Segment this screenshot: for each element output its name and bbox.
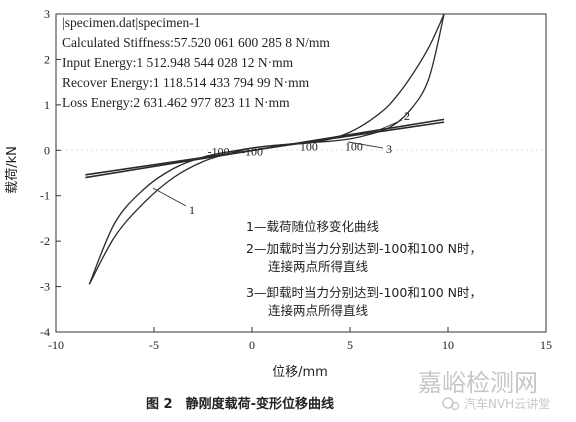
y-axis-label: 载荷/kN <box>5 146 20 194</box>
watermark: 嘉峪检测网 汽车NVH云讲堂 <box>418 369 550 411</box>
x-axis-label: 位移/mm <box>272 365 328 380</box>
y-tick-label: -2 <box>40 234 50 248</box>
callout-3-leader <box>347 141 384 149</box>
x-tick-label: -5 <box>149 338 159 352</box>
y-tick-label: 3 <box>44 7 50 21</box>
x-tick-label: -10 <box>48 338 64 352</box>
y-tick-label: -1 <box>40 189 50 203</box>
y-tick-label: 0 <box>44 143 50 157</box>
point-label: 100 <box>300 139 318 153</box>
y-tick-label: 2 <box>44 52 50 66</box>
figure-caption: 图 2 静刚度载荷-变形位移曲线 <box>146 396 334 412</box>
x-tick-label: 15 <box>540 338 552 352</box>
watermark-small: 汽车NVH云讲堂 <box>464 396 550 411</box>
callout-2-leader <box>371 119 403 134</box>
watermark-big: 嘉峪检测网 <box>418 369 538 397</box>
callout-1: 1 <box>189 203 195 217</box>
point-label: 100 <box>345 139 363 153</box>
info-line-3: Input Energy:1 512.948 544 028 12 N·mm <box>62 55 294 70</box>
point-label: -100 <box>241 145 263 159</box>
callout-2: 2 <box>404 109 410 123</box>
legend-2-line-2: 连接两点所得直线 <box>268 259 369 274</box>
series-3-line <box>85 121 445 176</box>
x-tick-label: 10 <box>442 338 454 352</box>
info-block: |specimen.dat|specimen-1 Calculated Stif… <box>62 15 330 110</box>
legend: 1—载荷随位移变化曲线 2—加载时当力分别达到-100和100 N时， 连接两点… <box>246 219 482 318</box>
point-labels: -100 -100 100 100 <box>208 139 363 158</box>
x-tick-label: 0 <box>249 338 255 352</box>
callout-1-leader <box>152 187 187 207</box>
series-layer <box>85 13 445 285</box>
legend-3-line-1: 3—卸载时当力分别达到-100和100 N时， <box>246 285 482 300</box>
legend-3-line-2: 连接两点所得直线 <box>268 303 369 318</box>
info-line-5: Loss Energy:2 631.462 977 823 11 N·mm <box>62 95 290 110</box>
y-tick-label: -3 <box>40 280 50 294</box>
info-line-2: Calculated Stiffness:57.520 061 600 285 … <box>62 35 330 50</box>
callout-3: 3 <box>386 142 392 156</box>
info-line-4: Recover Energy:1 118.514 433 794 99 N·mm <box>62 75 310 90</box>
y-tick-label: 1 <box>44 98 50 112</box>
y-tick-label: -4 <box>40 325 50 339</box>
curve-callouts: 1 2 3 <box>152 109 410 217</box>
x-tick-label: 5 <box>347 338 353 352</box>
plot-frame <box>55 13 547 333</box>
point-label: -100 <box>208 145 230 159</box>
legend-1-line-1: 1—载荷随位移变化曲线 <box>246 219 379 234</box>
legend-2-line-1: 2—加载时当力分别达到-100和100 N时， <box>246 241 482 256</box>
wechat-icon-dot <box>450 401 460 411</box>
info-line-1: |specimen.dat|specimen-1 <box>62 15 200 30</box>
